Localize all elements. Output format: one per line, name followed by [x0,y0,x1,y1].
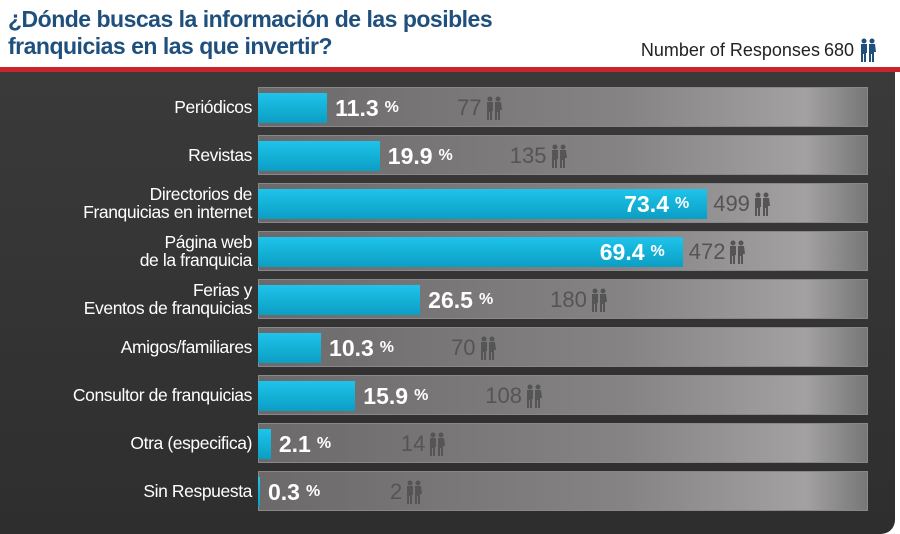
category-label: Amigos/familiares [120,337,253,357]
count-label: 180 [550,285,609,315]
count-value: 14 [400,431,426,456]
unit: % [650,243,665,260]
bar-row: Otra (especifica) 2.1% 14 [0,419,870,467]
count-value: 77 [457,95,482,120]
people-icon [486,96,502,120]
bar-track [258,375,868,415]
bar-track [258,327,868,367]
count-label: 108 [485,381,544,411]
bar-row: Periódicos 11.3% 77 [0,83,870,131]
category-label: Otra (especifica) [130,433,252,453]
value: 15.9 [363,382,409,409]
unit: % [414,387,429,404]
bar-track [258,471,868,511]
bar-row: Sin Respuesta 0.3% 2 [0,467,870,515]
bar [258,285,421,315]
category-label: Sin Respuesta [143,481,252,501]
value: 0.3 [268,478,300,505]
bar [258,429,271,459]
bar [258,189,708,219]
count-label: 499 [713,189,772,219]
percent-label: 0.3% [268,477,320,507]
count-value: 135 [509,143,547,168]
unit: % [438,147,453,164]
bar-row: Directorios de Franquicias en internet 7… [0,179,870,227]
unit: % [316,435,332,452]
unit: % [478,291,494,308]
value: 2.1 [278,430,311,457]
count-label: 77 [457,93,503,123]
people-icon [480,336,496,360]
percent-label: 19.9% [388,141,453,171]
category-label: Directorios de Franquicias en internet [83,184,252,222]
divider [0,67,900,72]
bar-row: Amigos/familiares 10.3% 70 [0,323,870,371]
people-icon [591,288,607,312]
bar [258,93,328,123]
people-icon [754,192,770,216]
people-icon [730,240,746,264]
count-value: 108 [485,383,523,408]
chart-title: ¿Dónde buscas la información de las posi… [8,6,493,59]
percent-label: 69.4% [600,237,665,267]
bar-row: Ferias y Eventos de franquicias 26.5% 18… [0,275,870,323]
count-value: 70 [451,335,476,360]
category-label: Revistas [188,145,252,165]
category-label: Página web de la franquicia [139,232,253,270]
bar-row: Revistas 19.9% 135 [0,131,870,179]
percent-label: 11.3% [335,93,399,123]
count-label: 70 [451,333,497,363]
count-value: 472 [688,239,726,264]
value: 73.4 [624,190,669,217]
value: 10.3 [329,334,374,361]
bar [258,333,322,363]
people-icon [861,38,876,62]
count-label: 135 [510,141,569,171]
percent-label: 15.9% [363,381,428,411]
count-value: 180 [550,287,587,312]
bar-track [258,87,868,127]
bar-row: Consultor de franquicias 15.9% 108 [0,371,870,419]
people-icon [551,144,567,168]
count-value: 499 [713,191,750,216]
value: 26.5 [428,286,473,313]
count-value: 2 [390,479,403,504]
count-label: 2 [390,477,424,507]
responses-total: 680 [823,39,854,60]
unit: % [384,99,399,116]
category-label: Ferias y Eventos de franquicias [83,280,253,318]
unit: % [305,483,321,500]
people-icon [407,480,423,504]
people-icon [527,384,543,408]
value: 69.4 [599,238,645,265]
responses-count: Number of Responses 680 [641,38,878,62]
percent-label: 10.3% [329,333,394,363]
value: 11.3 [335,94,379,121]
bar [258,237,683,267]
category-label: Consultor de franquicias [72,385,253,405]
people-icon [430,432,446,456]
bar [258,141,380,171]
category-label: Periódicos [174,97,252,117]
percent-label: 2.1% [279,429,331,459]
percent-label: 26.5% [428,285,493,315]
bar-track [258,423,868,463]
bar-row: Página web de la franquicia 69.4% 472 [0,227,870,275]
unit: % [674,195,690,212]
responses-label: Number of Responses [640,39,820,60]
bar [258,477,260,507]
percent-label: 73.4% [624,189,689,219]
count-label: 14 [401,429,447,459]
count-label: 472 [689,237,748,267]
value: 19.9 [387,142,433,169]
bar [258,381,356,411]
unit: % [379,339,395,356]
